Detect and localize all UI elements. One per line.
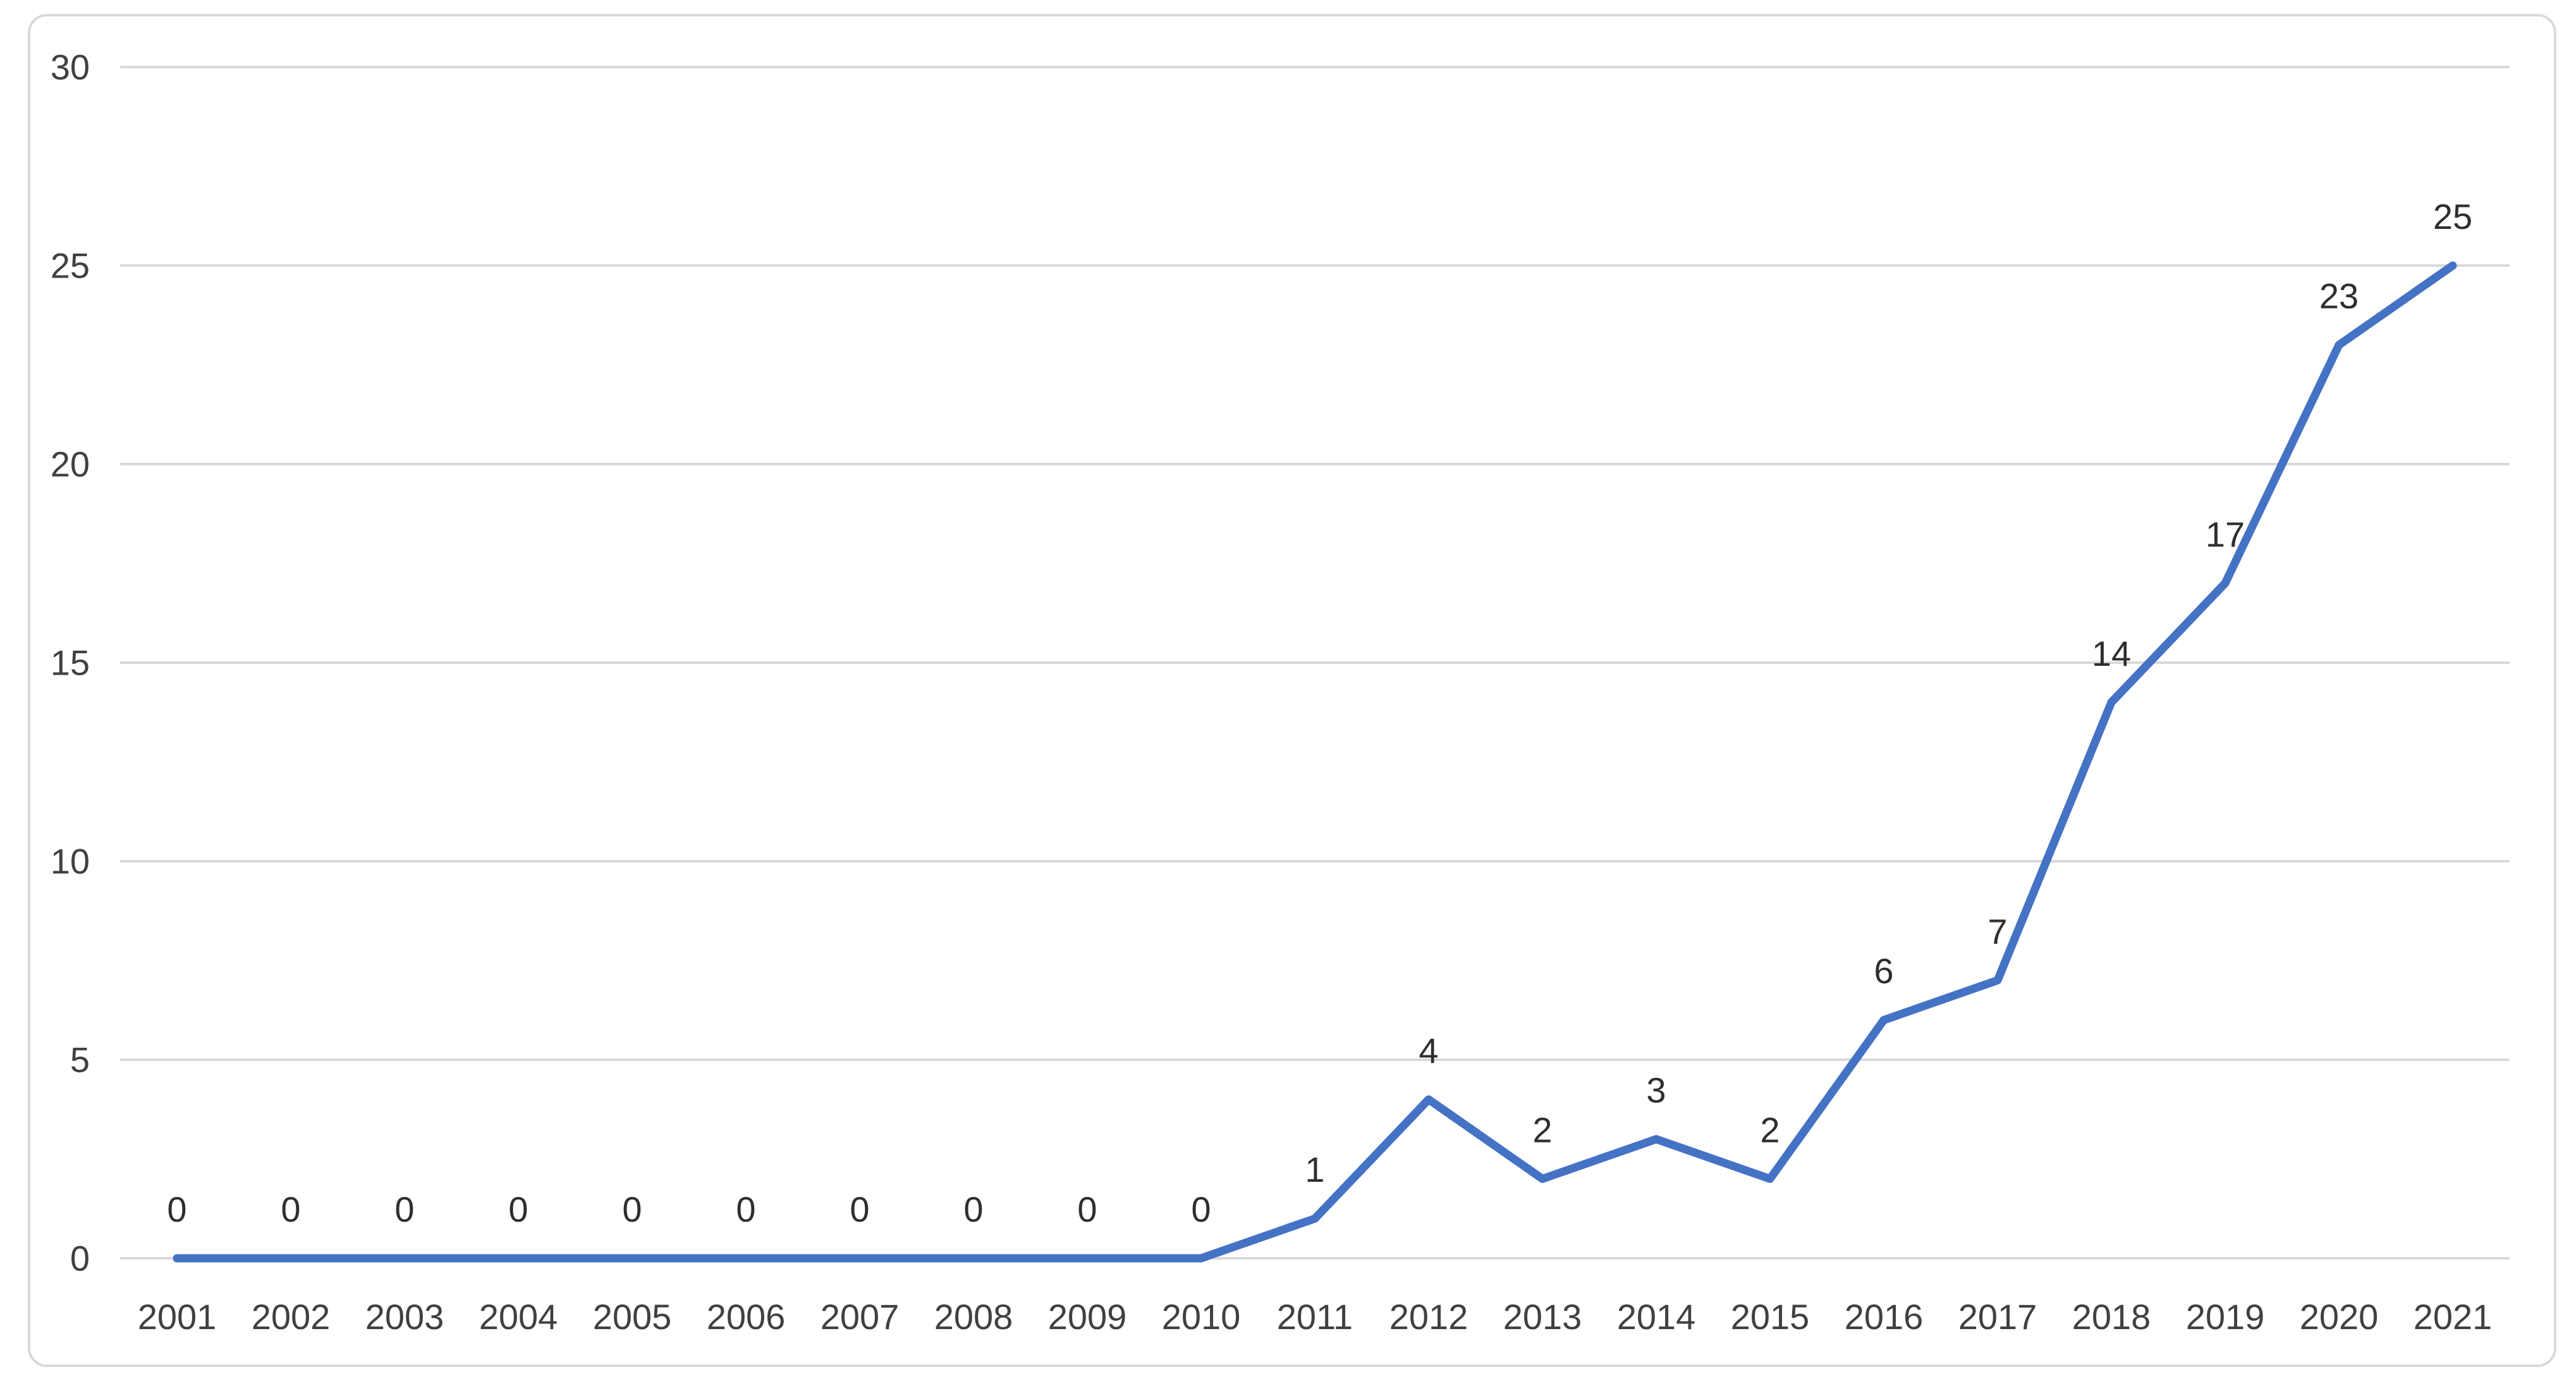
data-point-label: 25 <box>2433 197 2472 236</box>
x-axis-tick-label: 2007 <box>821 1297 900 1337</box>
data-point-label: 14 <box>2092 634 2131 673</box>
x-axis-tick-label: 2010 <box>1162 1297 1241 1337</box>
y-axis-labels-layer: 0 5 10 15 20 25 30 <box>51 47 90 1279</box>
x-axis-tick-label: 2017 <box>1958 1297 2037 1337</box>
data-point-label: 0 <box>167 1189 186 1229</box>
x-axis-labels-layer: 2001 2002 2003 2004 2005 2006 2007 2008 2009 2010… <box>138 1297 2493 1337</box>
x-axis-tick-label: 2013 <box>1503 1297 1582 1337</box>
y-axis-tick-label: 25 <box>51 246 90 286</box>
x-axis-tick-label: 2012 <box>1389 1297 1468 1337</box>
y-axis-tick-label: 20 <box>51 445 90 484</box>
x-axis-tick-label: 2006 <box>707 1297 786 1337</box>
y-axis-tick-label: 10 <box>51 842 90 881</box>
data-point-label: 23 <box>2319 276 2359 316</box>
data-point-label: 7 <box>1987 911 2007 951</box>
chart-border <box>28 14 2556 1367</box>
x-axis-tick-label: 2005 <box>593 1297 672 1337</box>
x-axis-tick-label: 2004 <box>479 1297 558 1337</box>
x-axis-tick-label: 2014 <box>1617 1297 1696 1337</box>
data-point-label: 2 <box>1760 1110 1779 1150</box>
data-point-label: 0 <box>281 1189 300 1229</box>
x-axis-tick-label: 2003 <box>365 1297 444 1337</box>
data-point-label: 0 <box>963 1189 983 1229</box>
data-point-label: 4 <box>1419 1031 1438 1070</box>
y-axis-tick-label: 30 <box>51 47 90 87</box>
y-axis-tick-label: 5 <box>70 1040 90 1080</box>
x-axis-tick-label: 2011 <box>1277 1297 1353 1337</box>
y-axis-tick-label: 0 <box>70 1239 90 1279</box>
data-point-label: 0 <box>1191 1189 1211 1229</box>
x-axis-tick-label: 2016 <box>1845 1297 1924 1337</box>
x-axis-tick-label: 2020 <box>2300 1297 2379 1337</box>
data-point-label: 0 <box>394 1189 414 1229</box>
x-axis-tick-label: 2009 <box>1048 1297 1127 1337</box>
x-axis-tick-label: 2008 <box>934 1297 1013 1337</box>
series-layer <box>173 261 2457 1263</box>
x-axis-tick-label: 2019 <box>2186 1297 2265 1337</box>
x-axis-tick-label: 2021 <box>2414 1297 2493 1337</box>
data-point-label: 0 <box>1077 1189 1097 1229</box>
x-axis-tick-label: 2018 <box>2072 1297 2151 1337</box>
data-point-label: 0 <box>508 1189 528 1229</box>
chart-border-layer <box>28 14 2556 1367</box>
x-axis-tick-label: 2001 <box>138 1297 217 1337</box>
data-point-label: 1 <box>1305 1150 1324 1189</box>
data-point-label: 6 <box>1874 951 1893 991</box>
y-axis-tick-label: 15 <box>51 643 90 683</box>
x-axis-tick-label: 2015 <box>1731 1297 1810 1337</box>
data-point-label: 3 <box>1646 1070 1666 1110</box>
data-point-label: 0 <box>736 1189 755 1229</box>
x-axis-tick-label: 2002 <box>252 1297 331 1337</box>
series-line <box>173 261 2457 1263</box>
data-point-label: 0 <box>850 1189 869 1229</box>
data-point-label: 17 <box>2206 514 2245 554</box>
data-point-label: 2 <box>1532 1110 1552 1150</box>
gridlines-layer <box>120 66 2510 1260</box>
data-point-label: 0 <box>622 1189 642 1229</box>
